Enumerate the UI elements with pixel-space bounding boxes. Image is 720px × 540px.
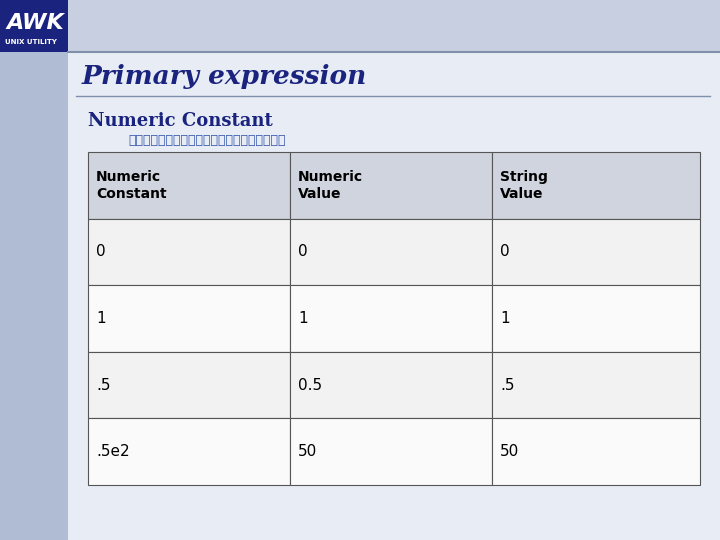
Text: 50: 50 [500,444,519,459]
Text: UNIX UTILITY: UNIX UTILITY [5,39,57,45]
Bar [492,219,700,285]
Bar [290,352,492,418]
Bar [88,219,290,285]
Text: 0.5: 0.5 [298,377,322,393]
Bar [290,219,492,285]
Bar [290,152,492,219]
Text: 1: 1 [298,311,307,326]
Text: Numeric
Value: Numeric Value [298,170,363,201]
Text: .5: .5 [500,377,514,393]
Bar [492,352,700,418]
Bar [88,352,290,418]
Text: 0: 0 [96,245,106,259]
Bar [492,152,700,219]
Text: Numeric
Constant: Numeric Constant [96,170,166,201]
Bar [0,0,720,52]
Text: AWK: AWK [6,13,64,33]
Bar [290,285,492,352]
Bar [492,418,700,485]
Text: Numeric Constant: Numeric Constant [88,112,273,130]
Bar [88,152,290,219]
Text: ตารางตวอยางคาของคาคงท: ตารางตวอยางคาของคาคงท [128,134,286,147]
Text: .5: .5 [96,377,110,393]
Bar [0,0,68,540]
Text: Primary expression: Primary expression [82,64,367,89]
Text: 50: 50 [298,444,318,459]
Text: .5e2: .5e2 [96,444,130,459]
Text: 1: 1 [96,311,106,326]
Text: String
Value: String Value [500,170,548,201]
Bar [290,418,492,485]
Bar [492,285,700,352]
Bar [88,285,290,352]
Bar [0,0,68,52]
Text: 1: 1 [500,311,510,326]
Text: 0: 0 [298,245,307,259]
Text: 0: 0 [500,245,510,259]
Bar [88,418,290,485]
